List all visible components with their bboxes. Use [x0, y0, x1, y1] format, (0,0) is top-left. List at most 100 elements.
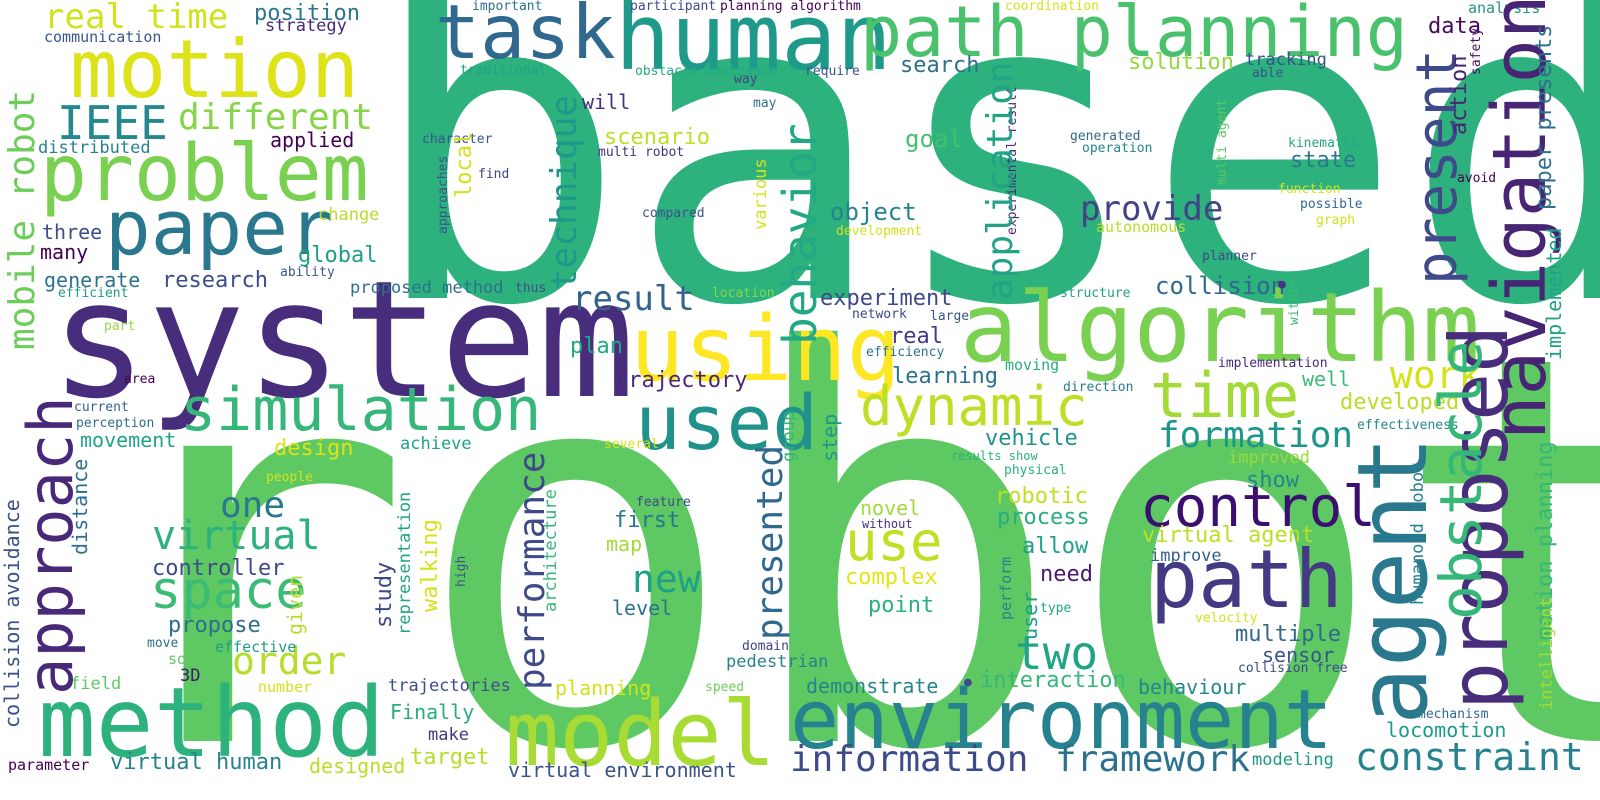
word-change: change	[318, 205, 380, 225]
word-solution: solution	[1128, 50, 1234, 75]
word-local: local	[452, 131, 477, 198]
word-developed: developed	[1340, 390, 1460, 415]
word-thus: thus	[515, 281, 547, 296]
word-several: several	[604, 437, 659, 452]
word-multi-agent: multi agent	[1215, 98, 1230, 185]
word-real-time: real time	[44, 0, 229, 37]
word-problem: problem	[40, 129, 369, 219]
word-algorithm: algorithm	[960, 272, 1481, 384]
word-point: point	[868, 593, 935, 618]
word-designed: designed	[309, 754, 406, 778]
word-application: application	[980, 61, 1021, 300]
word-physical: physical	[1004, 463, 1067, 478]
word-feature: feature	[636, 495, 691, 510]
word-pedestrian: pedestrian	[726, 652, 829, 672]
word-autonomous: autonomous	[1096, 218, 1187, 236]
word-number: number	[258, 678, 313, 696]
word-technique: technique	[544, 94, 585, 290]
word-require: require	[805, 64, 860, 79]
word-approaches: approaches	[436, 155, 451, 234]
word-parameter: parameter	[8, 756, 90, 774]
word-trajectory: trajectory	[615, 368, 748, 393]
word-behavior: behavior	[773, 123, 827, 345]
word-path-planning: path planning	[860, 0, 1408, 73]
word-virtual-human: virtual human	[110, 750, 283, 775]
word-target: target	[410, 745, 490, 770]
word-space: space	[150, 561, 307, 621]
word-object: object	[830, 198, 917, 226]
word-demonstrate: demonstrate	[806, 674, 939, 698]
word-development: development	[836, 224, 923, 239]
word-modeling: modeling	[1252, 750, 1334, 770]
word-without: without	[862, 517, 913, 531]
word-efficient: efficient	[58, 286, 129, 301]
word-people: people	[266, 470, 313, 485]
word-obstacle: obstacle	[1427, 340, 1495, 620]
word-ieee: IEEE	[57, 96, 168, 150]
word-avoid: avoid	[1457, 171, 1497, 186]
word-will: will	[582, 90, 631, 114]
word-humanoid-robot: humanoid robot	[1408, 461, 1428, 605]
word-improved: improved	[1228, 448, 1310, 468]
word-dot-1: ●	[1278, 277, 1286, 292]
word-map: map	[606, 532, 643, 556]
word-presented: presented	[750, 444, 791, 640]
word-planning: planning	[555, 676, 652, 700]
word-path: path	[1150, 533, 1343, 626]
word-implemented: implemented	[1542, 227, 1566, 360]
word-tracking: tracking	[1245, 50, 1327, 70]
word-propose: propose	[168, 613, 261, 638]
word-information: information	[790, 739, 1029, 780]
word-coordination: coordination	[1005, 0, 1099, 14]
word-action: action	[1447, 55, 1472, 135]
word-important: important	[472, 0, 543, 14]
word-user: user	[1018, 591, 1042, 640]
word-high: high	[454, 555, 469, 587]
word-effective: effective	[215, 638, 297, 656]
word-representation: representation	[395, 491, 415, 635]
word-architecture: architecture	[541, 489, 561, 612]
word-safety: safety	[1469, 28, 1484, 75]
word-function: function	[1278, 182, 1341, 197]
word-multiple: multiple	[1235, 622, 1341, 647]
word-simulation: simulation	[180, 375, 542, 445]
word-first: first	[614, 508, 681, 533]
word-analysis: analysis	[1468, 0, 1541, 17]
word-able: able	[1252, 66, 1284, 81]
word-complex: complex	[845, 565, 938, 590]
word-planner: planner	[1202, 249, 1257, 264]
word-ability: ability	[280, 265, 335, 280]
word-proposed-method: proposed method	[350, 278, 504, 298]
word-different: different	[178, 97, 374, 138]
word-finally: Finally	[390, 700, 475, 724]
word-mechanism: mechanism	[1418, 707, 1489, 722]
word-collision-free: collision free	[1238, 661, 1348, 676]
word-field: field	[70, 674, 122, 694]
word-level: level	[612, 596, 673, 620]
word-experiment: experiment	[820, 286, 953, 311]
word-process: process	[997, 505, 1090, 530]
word-provide: provide	[1080, 189, 1224, 229]
word-three: three	[42, 220, 103, 244]
word-paper: paper	[105, 183, 334, 272]
word-perform: perform	[997, 556, 1015, 620]
word-motion: motion	[70, 23, 359, 116]
word-design: design	[274, 436, 354, 461]
word-global: global	[298, 243, 378, 268]
word-collision: collision	[1155, 272, 1286, 300]
word-may: may	[753, 96, 777, 111]
word-robotic: robotic	[995, 484, 1088, 509]
word-character: character	[422, 132, 493, 147]
word-implementation: implementation	[1218, 356, 1328, 371]
word-generated: generated	[1070, 129, 1141, 144]
word-paper-presents: paper presents	[1532, 24, 1557, 210]
word-method: method	[38, 667, 385, 779]
word-solve: solve	[168, 650, 214, 668]
word-speed: speed	[705, 680, 745, 695]
word-model: model	[505, 682, 776, 787]
word-trajectories: trajectories	[388, 676, 511, 696]
word-way: way	[734, 72, 758, 87]
word-move: move	[147, 636, 179, 651]
word-well: well	[1302, 367, 1351, 391]
word-constraint: constraint	[1355, 735, 1584, 779]
